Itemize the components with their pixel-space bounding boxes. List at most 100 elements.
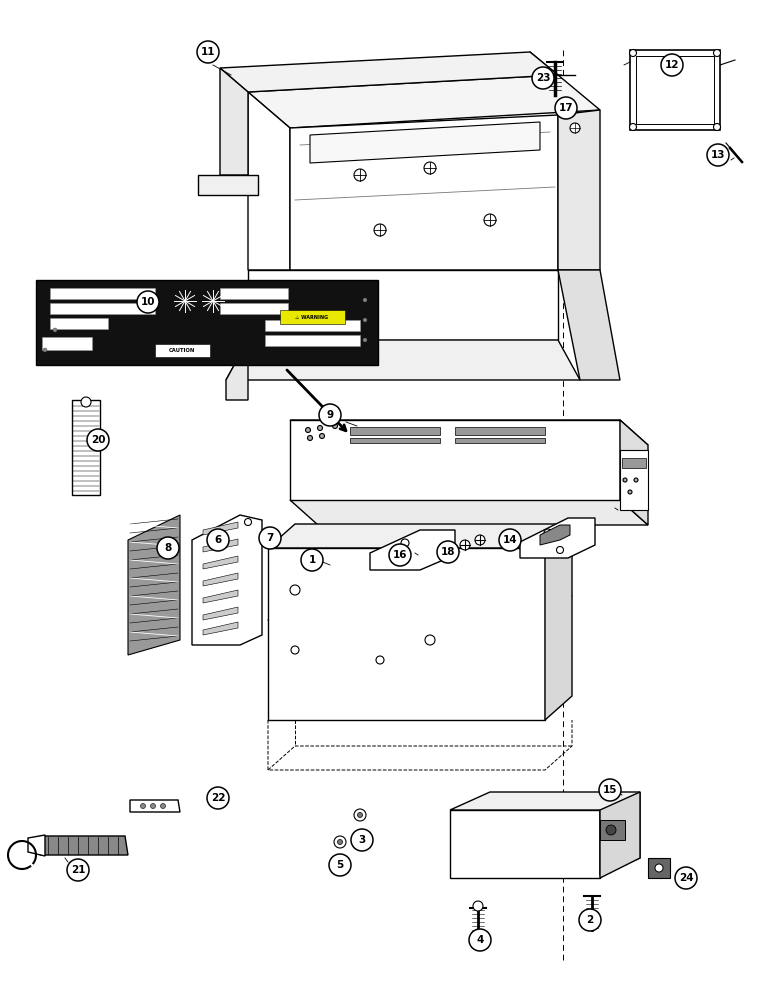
Polygon shape [155, 344, 210, 357]
Circle shape [563, 104, 571, 112]
Circle shape [161, 804, 165, 808]
Polygon shape [265, 320, 360, 331]
Circle shape [484, 214, 496, 226]
Polygon shape [36, 280, 378, 365]
Polygon shape [630, 50, 720, 130]
Polygon shape [290, 500, 648, 525]
Circle shape [137, 291, 159, 313]
Polygon shape [248, 75, 600, 128]
Polygon shape [545, 524, 572, 720]
Circle shape [675, 867, 697, 889]
Polygon shape [72, 400, 100, 495]
Circle shape [629, 123, 636, 130]
Polygon shape [280, 310, 345, 324]
Polygon shape [268, 524, 572, 548]
Circle shape [363, 298, 367, 302]
Text: 10: 10 [141, 297, 155, 307]
Text: 4: 4 [476, 935, 484, 945]
Text: 1: 1 [308, 555, 316, 565]
Circle shape [357, 812, 363, 818]
Circle shape [544, 529, 552, 537]
Polygon shape [198, 175, 258, 195]
Polygon shape [620, 450, 648, 510]
Polygon shape [558, 270, 620, 380]
Circle shape [499, 529, 521, 551]
Circle shape [334, 836, 346, 848]
Polygon shape [220, 52, 558, 92]
Polygon shape [540, 525, 570, 545]
Polygon shape [50, 318, 108, 329]
Polygon shape [290, 420, 620, 500]
Polygon shape [203, 590, 238, 603]
Text: 2: 2 [587, 915, 594, 925]
Text: 16: 16 [393, 550, 408, 560]
Circle shape [307, 436, 313, 440]
Text: 5: 5 [337, 860, 344, 870]
Polygon shape [203, 556, 238, 569]
Circle shape [245, 518, 252, 526]
Polygon shape [600, 792, 640, 878]
Circle shape [713, 49, 720, 56]
Polygon shape [42, 337, 92, 350]
Polygon shape [600, 820, 625, 840]
Circle shape [606, 825, 616, 835]
Polygon shape [636, 56, 714, 124]
Circle shape [707, 144, 729, 166]
Circle shape [87, 429, 109, 451]
Circle shape [259, 527, 281, 549]
Circle shape [207, 529, 229, 551]
Polygon shape [268, 548, 545, 720]
Circle shape [43, 348, 47, 352]
Polygon shape [40, 836, 128, 855]
Circle shape [306, 428, 310, 432]
Circle shape [363, 318, 367, 322]
Text: 15: 15 [603, 785, 618, 795]
Circle shape [151, 804, 155, 808]
Polygon shape [290, 420, 648, 445]
Text: 8: 8 [164, 543, 171, 553]
Circle shape [599, 779, 621, 801]
Circle shape [623, 478, 627, 482]
Circle shape [424, 162, 436, 174]
Polygon shape [622, 458, 646, 468]
Circle shape [629, 49, 636, 56]
Text: 14: 14 [503, 535, 517, 545]
Polygon shape [248, 270, 558, 340]
Polygon shape [50, 303, 155, 314]
Circle shape [437, 541, 459, 563]
Polygon shape [350, 427, 440, 435]
Polygon shape [455, 438, 545, 443]
Polygon shape [220, 288, 288, 299]
Polygon shape [226, 340, 580, 380]
Polygon shape [128, 515, 180, 655]
Circle shape [329, 854, 351, 876]
Circle shape [301, 549, 323, 571]
Circle shape [141, 804, 145, 808]
Text: 22: 22 [211, 793, 225, 803]
Circle shape [389, 544, 411, 566]
Polygon shape [220, 68, 248, 175]
Circle shape [579, 909, 601, 931]
Circle shape [628, 490, 632, 494]
Circle shape [354, 809, 366, 821]
Polygon shape [50, 288, 155, 299]
Circle shape [67, 859, 89, 881]
Text: ⚠ WARNING: ⚠ WARNING [296, 314, 329, 320]
Circle shape [570, 123, 580, 133]
Circle shape [319, 404, 341, 426]
Circle shape [266, 536, 275, 544]
Text: 6: 6 [215, 535, 222, 545]
Circle shape [317, 426, 323, 430]
Text: 20: 20 [91, 435, 105, 445]
Text: 7: 7 [266, 533, 274, 543]
Polygon shape [192, 515, 262, 645]
Polygon shape [226, 340, 248, 400]
Circle shape [469, 929, 491, 951]
Text: 17: 17 [559, 103, 574, 113]
Polygon shape [450, 792, 640, 875]
Circle shape [354, 169, 366, 181]
Polygon shape [265, 335, 360, 346]
Circle shape [290, 585, 300, 595]
Circle shape [81, 397, 91, 407]
Text: 23: 23 [536, 73, 550, 83]
